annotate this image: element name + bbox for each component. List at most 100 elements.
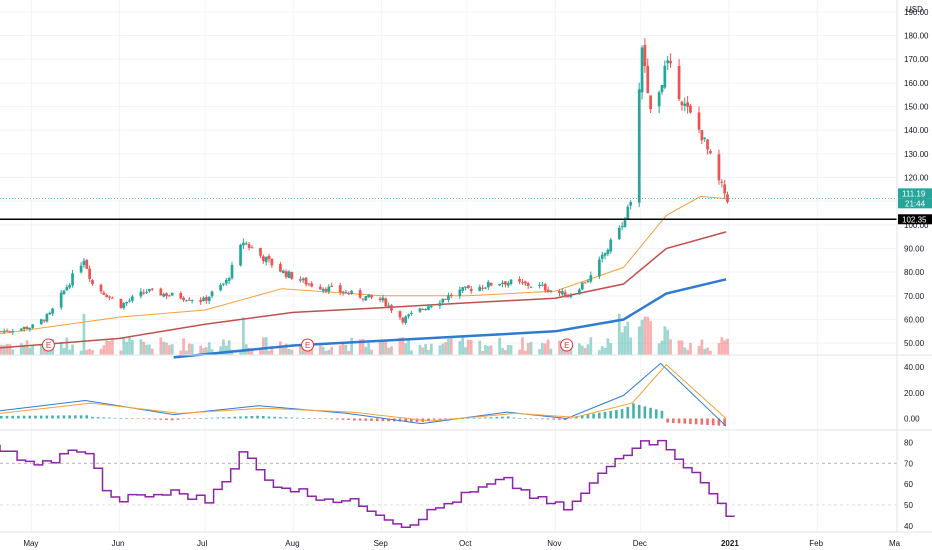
candle[interactable] [210,290,214,299]
candle[interactable] [606,248,610,257]
candle[interactable] [469,286,473,294]
candle[interactable] [99,283,103,295]
candle[interactable] [202,296,205,302]
candle[interactable] [250,245,254,249]
candle[interactable] [449,292,453,299]
candle[interactable] [580,281,584,291]
candle[interactable] [125,301,129,307]
candle[interactable] [79,262,83,274]
candle[interactable] [267,253,271,263]
candle[interactable] [42,319,46,323]
candle[interactable] [378,296,382,303]
candle[interactable] [59,289,63,310]
candle[interactable] [259,247,262,259]
candle[interactable] [626,204,630,220]
candle[interactable] [660,84,664,95]
candle[interactable] [720,179,724,188]
candle[interactable] [518,276,521,285]
candle[interactable] [128,298,131,303]
candle[interactable] [509,279,513,286]
candle[interactable] [5,328,9,332]
candle[interactable] [239,243,242,267]
candle[interactable] [663,60,667,90]
candle[interactable] [230,261,234,280]
candle[interactable] [620,222,624,231]
candle[interactable] [307,283,311,287]
candle[interactable] [717,149,721,185]
earnings-marker[interactable]: E [41,338,55,352]
candle[interactable] [321,287,325,294]
candle[interactable] [71,270,74,288]
candle[interactable] [589,271,593,284]
candle[interactable] [649,95,652,114]
candle[interactable] [521,278,524,285]
candle[interactable] [381,294,385,303]
candle[interactable] [563,289,567,298]
candle[interactable] [279,261,282,273]
candle[interactable] [683,97,687,112]
candle[interactable] [617,225,621,241]
candle[interactable] [623,216,627,228]
candle[interactable] [150,288,154,292]
candle[interactable] [281,269,285,274]
candle[interactable] [0,330,3,333]
candle[interactable] [421,307,425,311]
candle[interactable] [609,237,613,254]
candle[interactable] [219,282,222,292]
candle[interactable] [122,301,126,310]
candle[interactable] [22,326,26,332]
candle[interactable] [284,269,288,279]
candle[interactable] [680,100,684,111]
candle[interactable] [583,281,587,284]
candle[interactable] [242,238,245,249]
candle[interactable] [600,251,604,263]
candle[interactable] [111,296,114,299]
candle[interactable] [182,296,185,302]
candle[interactable] [358,288,362,299]
candle[interactable] [646,58,650,94]
candle[interactable] [179,291,183,300]
candle[interactable] [629,200,633,210]
candle[interactable] [458,286,462,299]
candle[interactable] [222,283,225,287]
candle[interactable] [139,288,143,299]
candle[interactable] [709,149,712,155]
candle[interactable] [546,286,550,294]
candle[interactable] [190,299,194,304]
candle[interactable] [48,311,52,315]
candle[interactable] [88,265,91,283]
candle[interactable] [529,286,533,288]
candle[interactable] [498,283,502,287]
candle[interactable] [361,298,365,302]
candle[interactable] [560,288,564,298]
candle[interactable] [290,271,294,280]
time-axis[interactable]: May Jun Jul Aug Sep Oct Nov Dec 2021 Feb Ma [0,531,932,548]
candle[interactable] [85,259,89,269]
candle[interactable] [390,304,393,314]
candle[interactable] [444,298,447,300]
candle[interactable] [62,289,66,296]
macd-pane[interactable] [0,362,727,427]
candle[interactable] [224,277,228,286]
candle[interactable] [82,257,86,268]
candle[interactable] [264,256,268,266]
candle[interactable] [159,287,163,296]
candle[interactable] [51,307,54,316]
candle[interactable] [558,289,561,297]
candle[interactable] [549,289,553,294]
candle[interactable] [327,284,331,295]
candle[interactable] [350,290,353,295]
candle[interactable] [227,276,231,285]
candle[interactable] [301,277,305,283]
candle[interactable] [168,294,171,297]
candle[interactable] [205,295,208,304]
candle[interactable] [586,279,590,283]
candle[interactable] [19,328,23,332]
candle[interactable] [697,106,701,133]
candle[interactable] [677,59,681,102]
candle[interactable] [142,289,146,295]
candle[interactable] [686,96,689,114]
candle[interactable] [199,296,203,305]
